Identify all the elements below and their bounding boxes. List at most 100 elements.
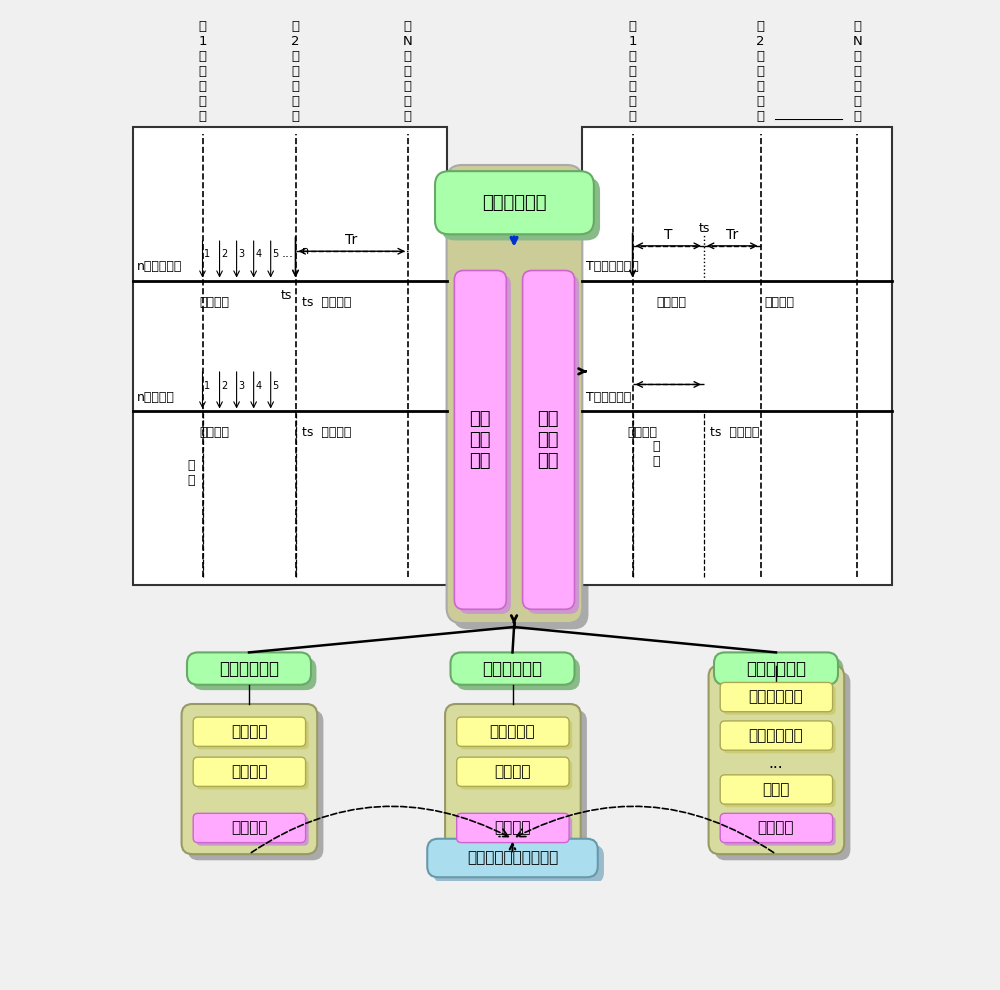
FancyBboxPatch shape — [720, 814, 833, 842]
Text: 第
2
次
故
障
注
入: 第 2 次 故 障 注 入 — [291, 20, 300, 123]
FancyBboxPatch shape — [459, 275, 511, 614]
Text: ts  重新注入: ts 重新注入 — [710, 427, 760, 440]
Text: 2: 2 — [221, 381, 227, 391]
FancyBboxPatch shape — [723, 685, 836, 715]
Text: 数据多位反转: 数据多位反转 — [749, 728, 803, 743]
FancyArrowPatch shape — [251, 806, 508, 852]
Text: 故障注入数据: 故障注入数据 — [746, 659, 806, 677]
Text: 随机生成: 随机生成 — [758, 821, 794, 836]
Text: 失
效: 失 效 — [187, 459, 195, 487]
Text: 自定义: 自定义 — [762, 782, 790, 797]
Text: 3: 3 — [238, 381, 244, 391]
Text: 随机生成: 随机生成 — [494, 821, 531, 836]
FancyBboxPatch shape — [435, 171, 594, 235]
FancyBboxPatch shape — [454, 270, 506, 609]
Text: T时间内失效: T时间内失效 — [586, 391, 631, 404]
Text: 第
N
次
故
障
注
入: 第 N 次 故 障 注 入 — [403, 20, 413, 123]
FancyBboxPatch shape — [457, 717, 569, 746]
Text: T: T — [664, 228, 673, 243]
Text: ts: ts — [698, 222, 710, 235]
FancyBboxPatch shape — [196, 720, 309, 749]
Text: ts  重新注入: ts 重新注入 — [302, 427, 351, 440]
FancyBboxPatch shape — [196, 817, 309, 845]
Text: n次内未失效: n次内未失效 — [137, 259, 182, 273]
FancyBboxPatch shape — [460, 720, 572, 749]
FancyBboxPatch shape — [457, 814, 569, 842]
FancyBboxPatch shape — [723, 724, 836, 753]
Text: 第
2
次
故
障
注
入: 第 2 次 故 障 注 入 — [756, 20, 765, 123]
Text: 冲击
注入
方式: 冲击 注入 方式 — [469, 410, 491, 469]
Text: 均匀分布: 均匀分布 — [231, 764, 267, 779]
Text: 数据单位反转: 数据单位反转 — [749, 690, 803, 705]
Text: Tr: Tr — [345, 234, 357, 248]
FancyBboxPatch shape — [182, 704, 317, 854]
Text: 第
1
次
故
障
注
入: 第 1 次 故 障 注 入 — [628, 20, 637, 123]
Text: 故障注入: 故障注入 — [628, 427, 658, 440]
Text: ...: ... — [282, 248, 294, 260]
FancyBboxPatch shape — [719, 657, 843, 690]
Bar — [582, 127, 892, 585]
FancyBboxPatch shape — [193, 717, 306, 746]
Text: 5: 5 — [272, 248, 278, 258]
Text: ...: ... — [769, 755, 783, 771]
Text: 2: 2 — [221, 248, 227, 258]
FancyBboxPatch shape — [447, 165, 582, 623]
Text: n次内失效: n次内失效 — [137, 391, 175, 404]
Text: 故障注入时间: 故障注入时间 — [219, 659, 279, 677]
Text: 故障注入: 故障注入 — [656, 296, 686, 309]
FancyBboxPatch shape — [427, 839, 598, 877]
Text: 故障注入: 故障注入 — [199, 427, 229, 440]
FancyBboxPatch shape — [460, 817, 572, 845]
FancyBboxPatch shape — [192, 657, 316, 690]
Text: 失
效: 失 效 — [652, 440, 660, 467]
FancyBboxPatch shape — [720, 775, 833, 804]
Text: 随机生成: 随机生成 — [231, 821, 267, 836]
Text: 内存空间: 内存空间 — [494, 764, 531, 779]
FancyBboxPatch shape — [456, 657, 580, 690]
FancyBboxPatch shape — [193, 757, 306, 786]
FancyBboxPatch shape — [445, 704, 581, 854]
FancyBboxPatch shape — [523, 270, 574, 609]
Text: 第
N
次
故
障
注
入: 第 N 次 故 障 注 入 — [852, 20, 862, 123]
Text: T时间内未失效: T时间内未失效 — [586, 259, 639, 273]
FancyBboxPatch shape — [720, 682, 833, 712]
FancyArrowPatch shape — [517, 806, 774, 852]
FancyBboxPatch shape — [188, 710, 323, 860]
Text: 4: 4 — [255, 381, 261, 391]
Text: 故障注入: 故障注入 — [199, 296, 229, 309]
Text: 第
1
次
故
障
注
入: 第 1 次 故 障 注 入 — [198, 20, 207, 123]
Text: 3: 3 — [238, 248, 244, 258]
Text: Tr: Tr — [726, 228, 738, 243]
Text: 5: 5 — [272, 381, 278, 391]
FancyBboxPatch shape — [196, 760, 309, 789]
Bar — [133, 127, 447, 585]
Text: 寄存器空间: 寄存器空间 — [490, 725, 535, 740]
Text: 故障注入位置: 故障注入位置 — [482, 659, 542, 677]
Text: 1: 1 — [204, 381, 210, 391]
FancyBboxPatch shape — [709, 665, 844, 854]
FancyBboxPatch shape — [723, 778, 836, 807]
FancyBboxPatch shape — [457, 757, 569, 786]
FancyBboxPatch shape — [714, 652, 838, 685]
FancyBboxPatch shape — [433, 844, 604, 883]
Text: 正态分布: 正态分布 — [231, 725, 267, 740]
FancyBboxPatch shape — [441, 177, 600, 241]
FancyBboxPatch shape — [193, 814, 306, 842]
FancyBboxPatch shape — [723, 817, 836, 845]
Text: 环境故障注入场景模型: 环境故障注入场景模型 — [467, 850, 558, 865]
Text: ts  准备注入: ts 准备注入 — [302, 296, 351, 309]
Text: ts: ts — [280, 289, 292, 302]
FancyBboxPatch shape — [451, 710, 587, 860]
Text: n: n — [302, 247, 309, 256]
Text: 准备注入: 准备注入 — [764, 296, 794, 309]
FancyBboxPatch shape — [187, 652, 311, 685]
Text: 1: 1 — [204, 248, 210, 258]
FancyBboxPatch shape — [453, 171, 588, 630]
Text: 等待
注入
方式: 等待 注入 方式 — [537, 410, 559, 469]
FancyBboxPatch shape — [720, 721, 833, 750]
FancyBboxPatch shape — [460, 760, 572, 789]
FancyBboxPatch shape — [715, 671, 850, 860]
Text: 故障注入方式: 故障注入方式 — [482, 194, 546, 212]
FancyBboxPatch shape — [450, 652, 574, 685]
Text: 4: 4 — [255, 248, 261, 258]
